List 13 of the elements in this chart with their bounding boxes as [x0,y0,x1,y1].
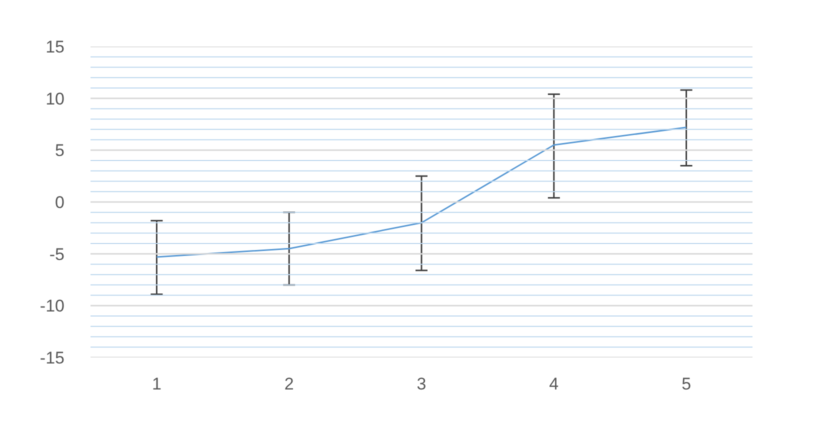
x-tick-label: 2 [284,374,294,394]
line-series [156,126,688,258]
x-tick-label: 1 [152,374,162,394]
y-tick-label: -10 [40,296,65,316]
y-tick-label: -15 [40,348,65,368]
x-tick-label: 4 [549,374,559,394]
y-tick-label: 0 [55,193,65,212]
x-tick-label: 3 [416,374,426,394]
y-tick-label: 15 [46,38,65,56]
y-tick-label: 10 [46,89,65,108]
y-tick-label: 5 [55,141,65,160]
y-tick-label: -5 [49,244,65,264]
x-tick-label: 5 [682,374,692,394]
